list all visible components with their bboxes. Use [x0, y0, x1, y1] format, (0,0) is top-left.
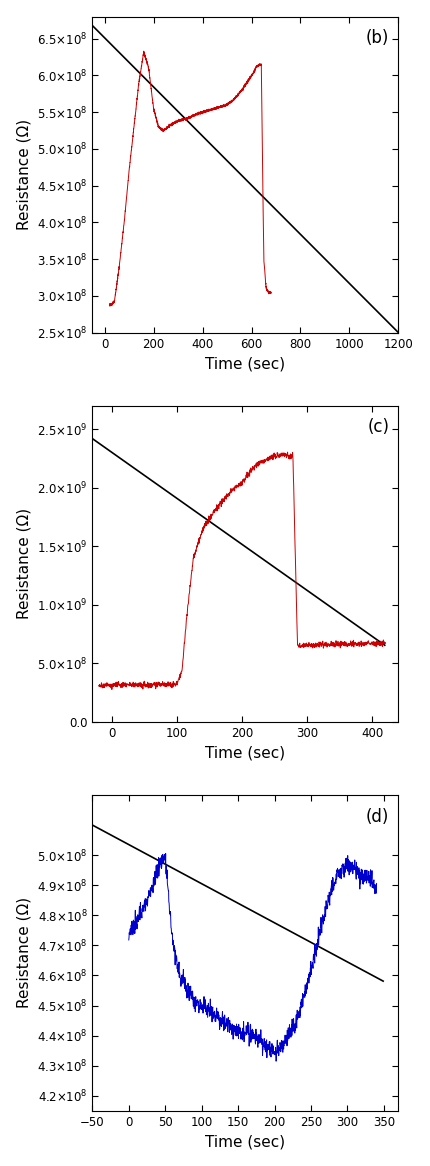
Text: (d): (d) [366, 808, 389, 826]
Y-axis label: Resistance (Ω): Resistance (Ω) [17, 898, 32, 1009]
X-axis label: Time (sec): Time (sec) [205, 356, 286, 371]
Text: (b): (b) [366, 29, 389, 48]
Y-axis label: Resistance (Ω): Resistance (Ω) [17, 508, 32, 619]
Y-axis label: Resistance (Ω): Resistance (Ω) [17, 119, 32, 230]
X-axis label: Time (sec): Time (sec) [205, 745, 286, 760]
Text: (c): (c) [367, 419, 389, 436]
X-axis label: Time (sec): Time (sec) [205, 1135, 286, 1150]
